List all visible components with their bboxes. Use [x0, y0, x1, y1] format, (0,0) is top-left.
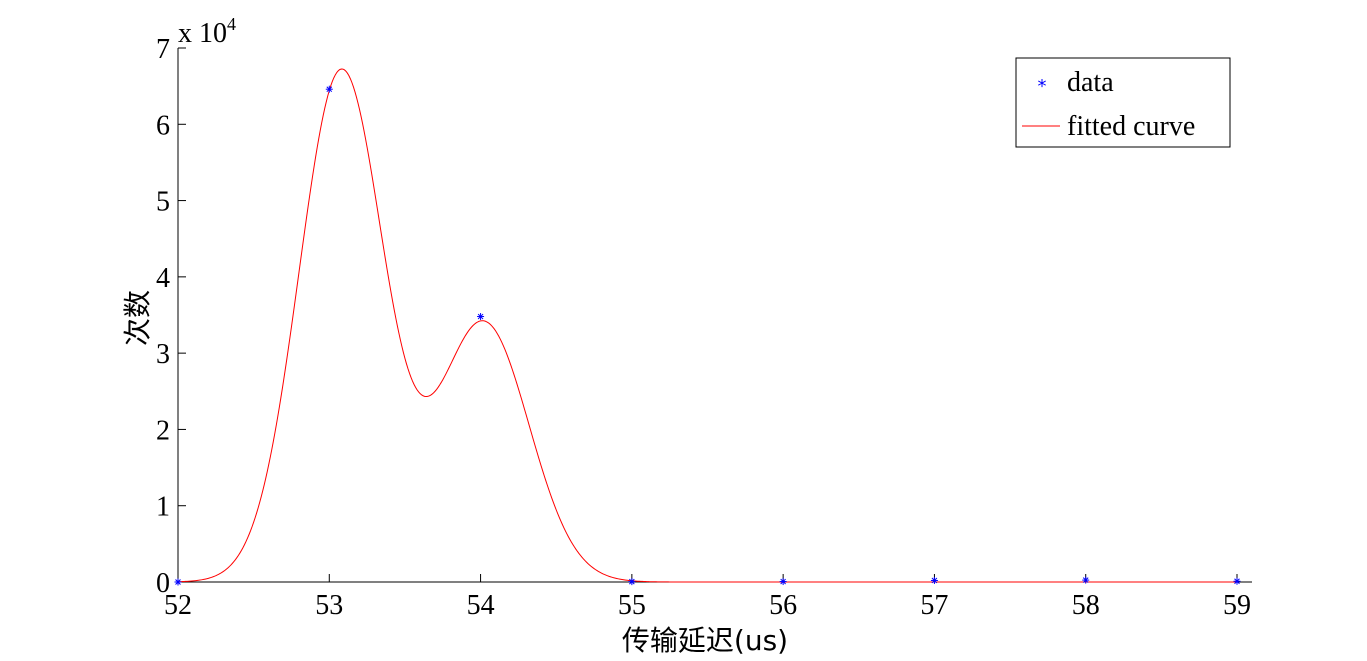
data-point	[628, 578, 636, 586]
legend-label-fitted-curve: fitted curve	[1067, 111, 1195, 142]
y-tick-label: 6	[156, 110, 170, 141]
y-tick-label: 3	[156, 339, 170, 370]
legend-item-fitted-curve: fitted curve	[1022, 111, 1195, 142]
y-axis-label: 次数	[121, 290, 154, 346]
data-point	[779, 578, 787, 586]
x-ticks: 52 53 54 55 56 57 58 59	[164, 574, 1251, 621]
y-ticks: 0 1 2 3 4 5 6 7	[156, 34, 186, 599]
x-tick-label: 55	[618, 590, 646, 621]
y-tick-label: 2	[156, 415, 170, 446]
fitted-curve-line	[177, 68, 1237, 583]
legend-marker-data: *	[1038, 76, 1047, 97]
y-tick-label: 4	[156, 263, 170, 294]
x-axis-label: 传输延迟(us)	[622, 624, 788, 657]
legend-label-data: data	[1067, 67, 1114, 98]
x-tick-label: 52	[164, 590, 192, 621]
y-tick-label: 1	[156, 492, 170, 523]
data-point	[325, 85, 333, 93]
y-tick-label: 0	[156, 568, 170, 599]
data-point	[1082, 576, 1090, 584]
legend: * data fitted curve	[1015, 57, 1231, 148]
x-tick-label: 57	[920, 590, 948, 621]
data-point	[477, 313, 485, 321]
x-tick-label: 56	[769, 590, 797, 621]
data-point	[1233, 577, 1241, 585]
fitted-curve-layer	[177, 68, 1237, 583]
legend-item-data: * data	[1038, 67, 1115, 98]
data-points-layer	[174, 85, 1241, 586]
y-tick-label: 5	[156, 187, 170, 218]
legend-box	[1015, 57, 1231, 148]
x-tick-label: 54	[467, 590, 495, 621]
x-tick-label: 58	[1072, 590, 1100, 621]
data-point	[930, 576, 938, 584]
x-tick-label: 53	[315, 590, 343, 621]
y-exponent-label: x 104	[178, 14, 236, 49]
data-point	[174, 578, 182, 586]
x-tick-label: 59	[1223, 590, 1251, 621]
y-tick-label: 7	[156, 34, 170, 65]
